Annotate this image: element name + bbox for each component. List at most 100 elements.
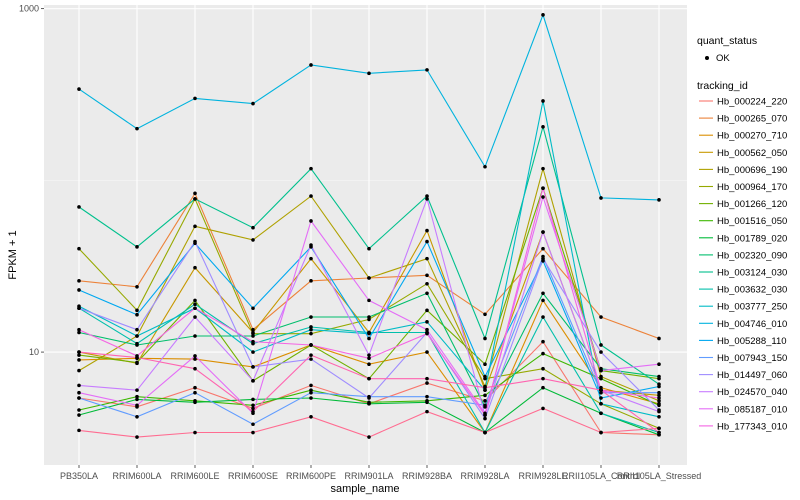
x-tick-label: RRIM600SE: [228, 471, 278, 481]
data-point: [367, 315, 371, 319]
y-axis-title: FPKM + 1: [7, 230, 19, 279]
data-point: [135, 308, 139, 313]
x-tick-label: RRIM928LA: [460, 471, 509, 481]
data-point: [425, 239, 429, 244]
data-point: [425, 381, 429, 385]
data-point: [135, 397, 139, 402]
data-point: [541, 366, 545, 371]
data-point: [135, 414, 139, 419]
data-point: [309, 219, 313, 223]
data-point: [309, 388, 313, 392]
data-point: [541, 166, 545, 171]
data-point: [309, 327, 313, 332]
data-point: [599, 396, 603, 400]
data-point: [425, 394, 429, 399]
data-point: [425, 331, 429, 336]
data-point: [541, 186, 545, 191]
data-point: [251, 225, 255, 230]
legend-label: Hb_024570_040: [717, 387, 787, 398]
data-point: [251, 406, 255, 411]
data-point: [367, 246, 371, 251]
data-point: [367, 336, 371, 341]
legend-quant-title: quant_status: [697, 35, 757, 47]
data-point: [657, 426, 661, 431]
data-point: [77, 205, 81, 209]
legend-quant-key: [705, 56, 709, 60]
data-point: [193, 354, 197, 358]
data-point: [309, 357, 313, 361]
data-point: [541, 406, 545, 411]
data-point: [367, 362, 371, 367]
legend-label: Hb_003124_030: [717, 268, 787, 279]
legend-label: Hb_000696_190: [717, 165, 787, 176]
data-point: [193, 197, 197, 201]
data-point: [483, 393, 487, 398]
legend-quant-label: OK: [716, 53, 730, 64]
data-point: [367, 356, 371, 361]
data-point: [77, 368, 81, 373]
data-point: [309, 396, 313, 400]
data-point: [193, 306, 197, 311]
data-point: [135, 327, 139, 332]
data-point: [77, 428, 81, 433]
data-point: [367, 71, 371, 76]
x-tick-label: RRIM600PE: [286, 471, 336, 481]
data-point: [77, 358, 81, 362]
data-point: [77, 330, 81, 335]
data-point: [77, 306, 81, 311]
data-point: [657, 399, 661, 403]
data-point: [599, 343, 603, 347]
data-point: [657, 362, 661, 367]
data-point: [367, 376, 371, 381]
data-point: [193, 265, 197, 270]
data-point: [309, 256, 313, 261]
legend-label: Hb_000270_710: [717, 131, 787, 142]
data-point: [425, 308, 429, 313]
data-point: [77, 353, 81, 357]
data-point: [135, 126, 139, 131]
legend-label: Hb_003777_250: [717, 302, 787, 313]
data-point: [541, 99, 545, 103]
data-point: [193, 315, 197, 319]
data-point: [309, 331, 313, 336]
data-point: [425, 320, 429, 324]
data-point: [483, 403, 487, 408]
data-point: [657, 393, 661, 398]
data-point: [367, 276, 371, 280]
legend-label: Hb_000265_070: [717, 114, 787, 125]
data-point: [425, 228, 429, 233]
legend-label: Hb_085187_010: [717, 404, 787, 415]
data-point: [251, 306, 255, 311]
data-point: [193, 385, 197, 390]
data-point: [193, 430, 197, 435]
data-point: [541, 13, 545, 17]
data-point: [309, 343, 313, 347]
data-point: [77, 396, 81, 400]
data-point: [425, 256, 429, 261]
data-point: [193, 334, 197, 338]
data-point: [309, 243, 313, 247]
data-point: [367, 396, 371, 400]
data-point: [251, 334, 255, 338]
data-point: [483, 374, 487, 379]
data-point: [135, 394, 139, 399]
x-axis-title: sample_name: [330, 483, 399, 495]
data-point: [541, 256, 545, 261]
data-point: [251, 339, 255, 344]
data-point: [193, 302, 197, 307]
x-tick-label: RRIM600LA: [112, 471, 161, 481]
data-point: [483, 362, 487, 367]
x-tick-label: RRII105LA_Stressed: [617, 471, 702, 481]
legend-label: Hb_000964_170: [717, 182, 787, 193]
data-point: [135, 355, 139, 360]
data-point: [367, 353, 371, 357]
data-point: [657, 390, 661, 395]
data-point: [251, 327, 255, 332]
data-point: [77, 350, 81, 354]
data-point: [77, 413, 81, 417]
data-point: [251, 365, 255, 369]
data-point: [425, 327, 429, 332]
data-point: [193, 400, 197, 405]
data-point: [251, 101, 255, 106]
data-point: [425, 409, 429, 414]
